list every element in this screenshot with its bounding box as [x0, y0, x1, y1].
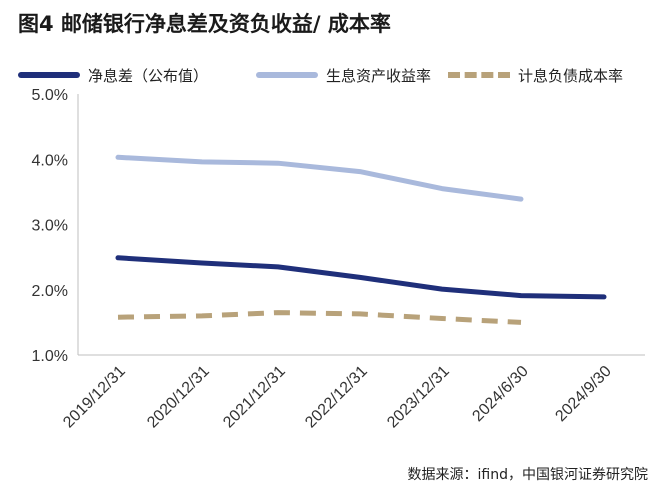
x-tick-label: 2023/12/31 — [384, 363, 453, 432]
x-tick-label: 2024/9/30 — [552, 363, 614, 425]
chart-title: 图4 邮储银行净息差及资负收益/ 成本率 — [18, 12, 391, 36]
y-tick-label: 4.0% — [32, 152, 68, 169]
legend-swatch-asset-yield — [256, 72, 318, 78]
legend-label-nim: 净息差（公布值） — [88, 66, 209, 85]
x-tick-label: 2024/6/30 — [469, 363, 531, 425]
title-bar: 图4 邮储银行净息差及资负收益/ 成本率 — [0, 0, 660, 52]
y-tick-label: 2.0% — [32, 283, 68, 300]
series-lines — [115, 154, 607, 325]
legend-swatch-nim — [18, 72, 80, 78]
y-ticks: 1.0% 2.0% 3.0% 4.0% 5.0% — [32, 87, 68, 365]
x-tick-label: 2022/12/31 — [302, 363, 371, 432]
legend: 净息差（公布值） 生息资产收益率 计息负债成本率 — [8, 62, 658, 88]
y-tick-label: 1.0% — [32, 348, 68, 365]
series-line-2 — [117, 310, 522, 325]
legend-label-liability-cost: 计息负债成本率 — [518, 66, 624, 85]
source-note: 数据来源：ifind，中国银河证券研究院 — [407, 467, 648, 483]
legend-label-asset-yield: 生息资产收益率 — [326, 66, 432, 85]
y-tick-label: 5.0% — [32, 87, 68, 104]
y-tick-label: 3.0% — [32, 218, 68, 235]
x-tick-label: 2020/12/31 — [144, 363, 213, 432]
series-line-1 — [115, 154, 524, 202]
legend-item-liability-cost: 计息负债成本率 — [448, 62, 623, 88]
x-tick-label: 2021/12/31 — [220, 363, 289, 432]
legend-item-nim: 净息差（公布值） — [18, 62, 208, 88]
x-tick-label: 2019/12/31 — [60, 363, 129, 432]
legend-item-asset-yield: 生息资产收益率 — [256, 62, 431, 88]
series-line-0 — [115, 255, 607, 300]
legend-swatch-liability-cost — [448, 72, 510, 78]
x-ticks: 2019/12/31 2020/12/31 2021/12/31 2022/12/31… — [60, 363, 615, 432]
